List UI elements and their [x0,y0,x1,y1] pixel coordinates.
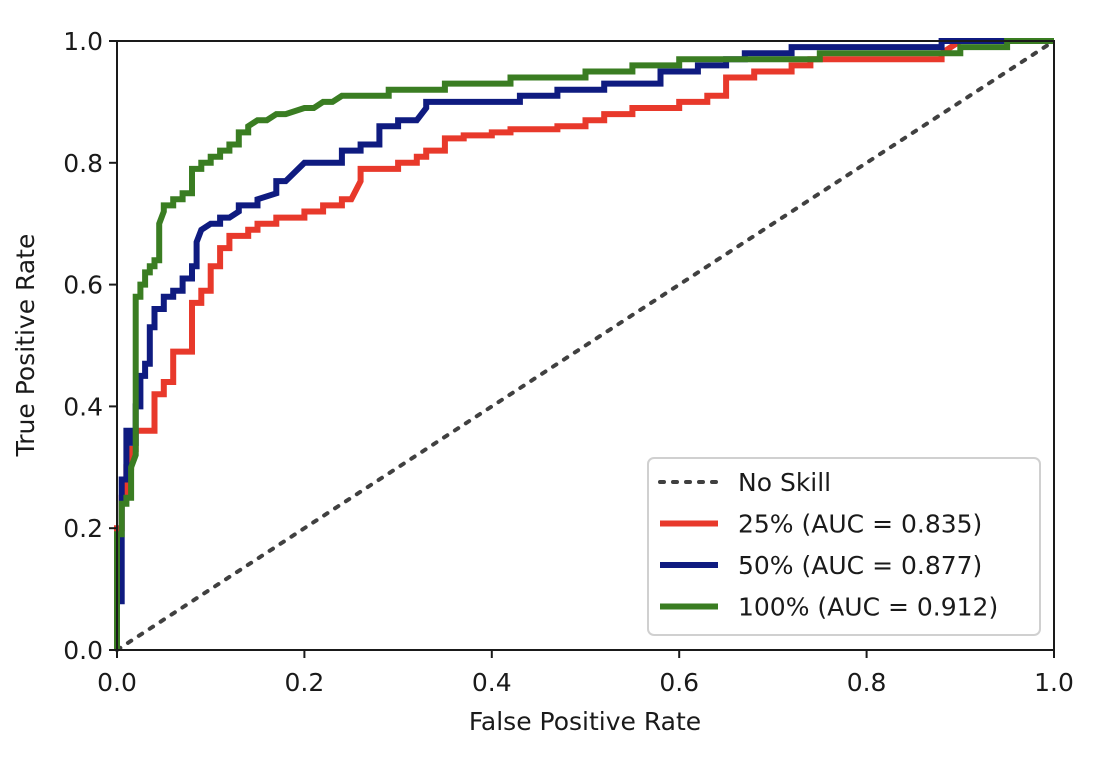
x-axis: 0.0 0.2 0.4 0.6 0.8 1.0 [97,650,1074,697]
x-tick-label: 0.0 [97,668,137,697]
y-tick-label: 0.4 [63,392,103,421]
x-tick-label: 0.8 [847,668,887,697]
legend-label-0: No Skill [738,468,831,497]
y-axis-label: True Positive Rate [11,234,40,458]
series-line-0 [115,39,1056,652]
x-axis-label: False Positive Rate [469,707,701,736]
y-tick-label: 0.8 [63,149,103,178]
legend-label-1: 25% (AUC = 0.835) [738,510,982,539]
legend-box [647,457,1041,636]
series-line-2 [114,38,1054,650]
x-tick-label: 0.6 [659,668,699,697]
x-tick-label: 0.4 [472,668,512,697]
plot-area [114,38,1056,652]
series-line-1 [114,38,1054,650]
x-tick-label: 0.2 [285,668,325,697]
y-tick-label: 1.0 [63,27,103,56]
y-tick-label: 0.6 [63,271,103,300]
y-tick-label: 0.0 [63,636,103,665]
legend: No Skill 25% (AUC = 0.835) 50% (AUC = 0.87… [647,457,1041,636]
legend-label-2: 50% (AUC = 0.877) [738,551,982,580]
x-tick-label: 1.0 [1034,668,1074,697]
y-axis: 0.0 0.2 0.4 0.6 0.8 1.0 [63,27,117,665]
series-line-3 [114,38,1054,650]
legend-label-3: 100% (AUC = 0.912) [738,593,998,622]
y-tick-label: 0.2 [63,514,103,543]
axes-frame [116,40,1055,651]
